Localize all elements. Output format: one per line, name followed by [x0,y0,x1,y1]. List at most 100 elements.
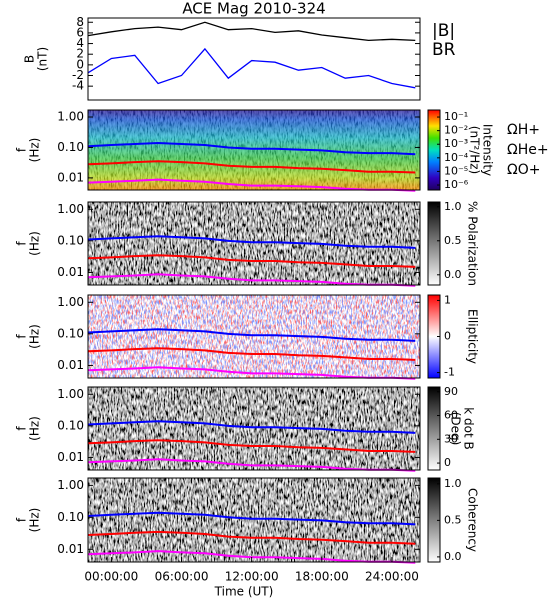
legend-label: ΩH+ [507,122,540,138]
legend-label: ΩO+ [507,162,540,178]
y-tick-label: 0.01 [57,265,84,279]
data-line [87,21,416,42]
y-tick-label: 1.00 [57,478,84,492]
colorbar-tick-label: 1 [444,293,451,306]
colorbar-label: Coherency [466,488,480,552]
colorbar-tick-label: 10⁻² [444,124,468,137]
gyrofrequency-line [87,160,416,174]
x-tick-label: 18:00:00 [295,570,349,584]
plot-frame [87,109,421,191]
colorbar-tick-label: 0 [444,456,451,469]
gyrofrequency-line [87,141,416,156]
chart-title: ACE Mag 2010-324 [182,0,325,18]
y-tick-label: 0.10 [57,140,84,154]
gyrofrequency-line [87,458,416,472]
gyrofrequency-line [87,420,416,434]
gyrofrequency-line [87,178,416,192]
y-axis-unit: (Hz) [28,508,42,533]
colorbar-unit: (nT²/Hz) [468,126,482,174]
y-axis-label: f [15,241,29,246]
y-tick-label: 0.01 [57,170,84,184]
y-axis-label: f [15,426,29,431]
plot-frame [87,477,421,563]
plot-frame [87,294,421,379]
legend-label: ΩHe+ [507,142,549,158]
y-tick-label: 0.10 [57,326,84,340]
colorbar-tick-label: 10⁻³ [444,137,468,150]
x-tick-label: 06:00:00 [155,570,209,584]
colorbar-tick-label: -1 [444,366,455,379]
y-axis-label: f [15,517,29,522]
x-tick-label: 00:00:00 [84,570,138,584]
y-axis-label: f [15,147,29,152]
x-axis-label: Time (UT) [214,585,274,599]
colorbar-tick-label: 10⁻¹ [444,110,468,123]
y-tick-label: 8 [76,15,84,29]
colorbar-tick-label: 0.5 [444,234,462,247]
gyrofrequency-line [87,439,416,453]
gyrofrequency-line [87,273,416,287]
x-tick-label: 12:00:00 [225,570,279,584]
y-axis-unit: (Hz) [28,416,42,441]
y-tick-label: -2 [72,68,84,82]
spectrogram-image [88,387,420,470]
colorbar-tick-label: 0.5 [444,513,462,526]
spectrogram-image [88,202,420,285]
y-tick-label: 1.00 [57,202,84,216]
y-tick-label: 1.00 [57,387,84,401]
data-line [87,47,416,89]
gyrofrequency-line [87,347,416,361]
colorbar-tick-label: 0 [444,330,451,343]
y-tick-label: 0.10 [57,233,84,247]
y-tick-label: 1.00 [57,110,84,124]
y-tick-label: 0.01 [57,358,84,372]
y-tick-label: 2 [76,47,84,61]
y-tick-label: 0.01 [57,450,84,464]
plot-frame [87,201,421,286]
spectrogram-texture [88,295,420,378]
gyrofrequency-line [87,530,416,545]
colorbar-tick-label: 90 [444,385,458,398]
colorbar-label: k dot B [462,407,476,449]
colorbar-tick-label: 10⁻⁵ [444,164,468,177]
legend-label: |B| [432,21,455,41]
y-tick-label: 6 [76,25,84,39]
y-tick-label: 0.10 [57,418,84,432]
colorbar-tick-label: 10⁻⁶ [444,178,469,191]
gyrofrequency-line [87,254,416,268]
y-tick-label: 1.00 [57,295,84,309]
spectrogram-image [88,478,420,562]
colorbar-tick-label: 1.0 [444,200,462,213]
colorbar-unit: (Deg) [449,412,463,446]
gyrofrequency-line [87,328,416,342]
gyrofrequency-line [87,511,416,526]
colorbar-tick-label: 1.0 [444,477,462,490]
legend-label: BR [432,40,456,60]
colorbar-tick-label: 10⁻⁴ [444,151,469,164]
y-tick-label: -4 [72,79,84,93]
y-tick-label: 0.10 [57,510,84,524]
colorbar [427,201,441,286]
y-tick-label: 4 [76,36,84,50]
colorbar-label: Ellipticity [466,309,480,364]
gyrofrequency-line [87,366,416,380]
y-axis-unit: (Hz) [28,231,42,256]
colorbar-label: Intensity [481,124,495,176]
y-axis-unit: (nT) [36,47,50,71]
y-axis-label: f [15,334,29,339]
colorbar-tick-label: 0.0 [444,550,462,563]
colorbar-label: % Polarization [466,201,480,286]
y-axis-unit: (Hz) [28,138,42,163]
gyrofrequency-line [87,235,416,249]
colorbar-tick-label: 0.0 [444,268,462,281]
y-tick-label: 0.01 [57,542,84,556]
colorbar-tick-label: 30 [444,432,458,445]
plot-frame [87,17,421,101]
x-tick-label: 24:00:00 [365,570,419,584]
plot-frame [87,386,421,471]
colorbar [427,386,441,471]
y-axis-label: B [23,55,37,63]
spectrogram-texture [88,110,420,190]
colorbar-tick-label: 60 [444,409,458,422]
